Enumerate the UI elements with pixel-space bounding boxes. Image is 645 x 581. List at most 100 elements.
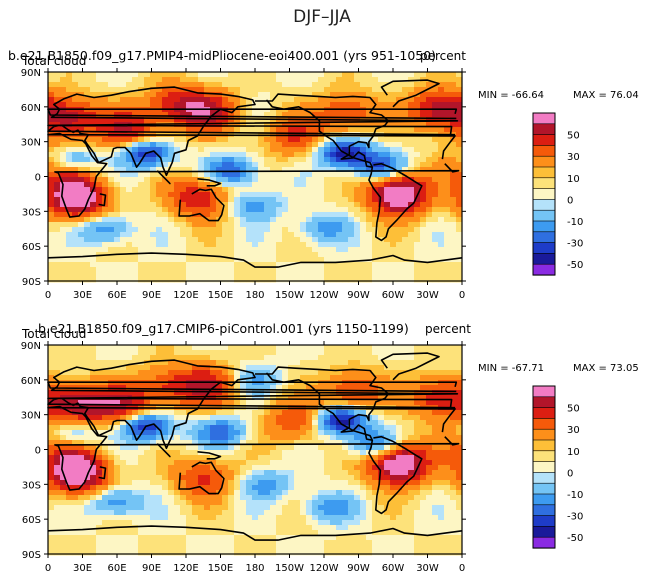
contour-cell — [378, 430, 385, 436]
contour-cell — [294, 147, 301, 153]
contour-cell — [450, 420, 457, 426]
contour-cell — [384, 267, 391, 273]
contour-cell — [390, 227, 397, 233]
contour-cell — [54, 262, 61, 268]
contour-cell — [444, 277, 451, 283]
colorbar-swatch — [532, 134, 556, 147]
contour-cell — [102, 277, 109, 283]
contour-cell — [198, 197, 205, 203]
contour-cell — [180, 430, 187, 436]
contour-cell — [390, 267, 397, 273]
contour-cell — [48, 480, 55, 486]
contour-cell — [312, 465, 319, 471]
contour-cell — [264, 267, 271, 273]
contour-cell — [408, 227, 415, 233]
contour-cell — [306, 77, 313, 83]
contour-cell — [414, 87, 421, 93]
contour-cell — [234, 102, 241, 108]
contour-cell — [300, 167, 307, 173]
contour-cell — [366, 82, 373, 88]
contour-cell — [162, 157, 169, 163]
contour-cell — [342, 385, 349, 391]
contour-cell — [90, 102, 97, 108]
contour-cell — [246, 350, 253, 356]
contour-cell — [156, 147, 163, 153]
contour-cell — [180, 350, 187, 356]
contour-cell — [240, 420, 247, 426]
contour-cell — [90, 127, 97, 133]
contour-cell — [384, 460, 391, 466]
contour-cell — [186, 390, 193, 396]
contour-cell — [132, 77, 139, 83]
contour-cell — [192, 272, 199, 278]
contour-cell — [282, 192, 289, 198]
contour-cell — [144, 485, 151, 491]
contour-cell — [456, 167, 463, 173]
contour-cell — [234, 370, 241, 376]
contour-cell — [102, 440, 109, 446]
contour-cell — [72, 445, 79, 451]
contour-cell — [78, 172, 85, 178]
contour-cell — [270, 137, 277, 143]
contour-cell — [222, 247, 229, 253]
contour-cell — [276, 375, 283, 381]
contour-cell — [162, 355, 169, 361]
contour-cell — [222, 485, 229, 491]
contour-cell — [366, 470, 373, 476]
contour-cell — [60, 172, 67, 178]
contour-cell — [438, 192, 445, 198]
contour-cell — [300, 262, 307, 268]
contour-cell — [216, 237, 223, 243]
contour-cell — [294, 207, 301, 213]
contour-cell — [276, 102, 283, 108]
contour-cell — [450, 465, 457, 471]
contour-cell — [282, 82, 289, 88]
contour-cell — [396, 227, 403, 233]
contour-cell — [72, 187, 79, 193]
contour-cell — [402, 232, 409, 238]
contour-cell — [138, 232, 145, 238]
contour-cell — [312, 262, 319, 268]
contour-cell — [132, 360, 139, 366]
contour-cell — [372, 425, 379, 431]
contour-cell — [420, 227, 427, 233]
contour-cell — [258, 420, 265, 426]
contour-cell — [366, 87, 373, 93]
contour-cell — [162, 232, 169, 238]
contour-cell — [48, 470, 55, 476]
contour-cell — [54, 390, 61, 396]
contour-cell — [384, 420, 391, 426]
contour-cell — [294, 415, 301, 421]
contour-cell — [288, 72, 295, 78]
y-tick-label: 0 — [35, 173, 41, 184]
contour-cell — [396, 455, 403, 461]
contour-cell — [372, 267, 379, 273]
contour-cell — [360, 237, 367, 243]
contour-cell — [456, 177, 463, 183]
contour-cell — [360, 445, 367, 451]
contour-cell — [246, 445, 253, 451]
contour-cell — [186, 92, 193, 98]
contour-cell — [54, 440, 61, 446]
contour-cell — [192, 92, 199, 98]
contour-cell — [186, 72, 193, 78]
contour-cell — [432, 277, 439, 283]
contour-cell — [84, 375, 91, 381]
contour-cell — [288, 222, 295, 228]
contour-cell — [174, 475, 181, 481]
contour-cell — [384, 370, 391, 376]
contour-cell — [180, 197, 187, 203]
contour-cell — [114, 112, 121, 118]
contour-cell — [192, 142, 199, 148]
contour-cell — [222, 72, 229, 78]
contour-cell — [270, 112, 277, 118]
contour-cell — [252, 152, 259, 158]
contour-cell — [354, 147, 361, 153]
contour-cell — [390, 480, 397, 486]
contour-cell — [282, 475, 289, 481]
contour-cell — [108, 450, 115, 456]
contour-cell — [408, 172, 415, 178]
contour-cell — [90, 142, 97, 148]
contour-cell — [384, 152, 391, 158]
contour-cell — [288, 355, 295, 361]
